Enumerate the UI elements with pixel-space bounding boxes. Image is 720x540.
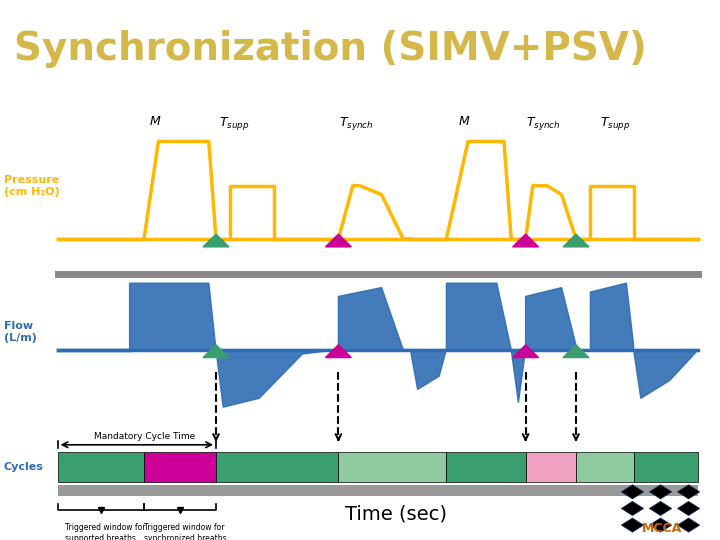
Bar bbox=[576, 453, 634, 482]
Text: MCCA: MCCA bbox=[642, 522, 683, 535]
Text: $T_{supp}$: $T_{supp}$ bbox=[219, 115, 249, 132]
Text: M: M bbox=[150, 115, 160, 128]
Polygon shape bbox=[203, 234, 229, 247]
Text: Time (sec): Time (sec) bbox=[345, 504, 447, 523]
Polygon shape bbox=[216, 349, 338, 407]
Text: Pressure
(cm H₂O): Pressure (cm H₂O) bbox=[4, 175, 59, 197]
Polygon shape bbox=[621, 501, 644, 516]
Polygon shape bbox=[526, 288, 576, 349]
Polygon shape bbox=[513, 345, 539, 357]
Polygon shape bbox=[649, 501, 672, 516]
Bar bbox=[634, 453, 698, 482]
Polygon shape bbox=[325, 234, 351, 247]
Polygon shape bbox=[511, 349, 526, 403]
Polygon shape bbox=[130, 283, 216, 349]
Polygon shape bbox=[621, 518, 644, 532]
Text: Mandatory Cycle Time: Mandatory Cycle Time bbox=[94, 433, 195, 442]
Polygon shape bbox=[325, 345, 351, 357]
Polygon shape bbox=[410, 349, 446, 389]
Text: $T_{supp}$: $T_{supp}$ bbox=[600, 115, 631, 132]
Polygon shape bbox=[446, 283, 511, 349]
Polygon shape bbox=[203, 345, 229, 357]
Polygon shape bbox=[338, 288, 410, 349]
Polygon shape bbox=[678, 485, 700, 499]
Text: Cycles: Cycles bbox=[4, 462, 43, 472]
Polygon shape bbox=[678, 501, 700, 516]
Text: Flow
(L/m): Flow (L/m) bbox=[4, 321, 37, 343]
Text: $T_{synch}$: $T_{synch}$ bbox=[526, 115, 561, 132]
Bar bbox=[216, 453, 338, 482]
Bar bbox=[58, 485, 698, 496]
Polygon shape bbox=[649, 485, 672, 499]
Text: Triggered window for
supported breaths: Triggered window for supported breaths bbox=[65, 523, 145, 540]
Polygon shape bbox=[513, 234, 539, 247]
Text: Synchronization (SIMV+PSV): Synchronization (SIMV+PSV) bbox=[14, 30, 647, 68]
Bar bbox=[144, 453, 216, 482]
Text: M: M bbox=[459, 115, 469, 128]
Text: $T_{synch}$: $T_{synch}$ bbox=[339, 115, 374, 132]
Polygon shape bbox=[590, 283, 634, 349]
Bar bbox=[58, 453, 144, 482]
Polygon shape bbox=[563, 234, 589, 247]
Polygon shape bbox=[649, 518, 672, 532]
Polygon shape bbox=[621, 485, 644, 499]
Bar bbox=[338, 453, 446, 482]
Polygon shape bbox=[634, 349, 698, 399]
Polygon shape bbox=[563, 345, 589, 357]
Bar bbox=[526, 453, 576, 482]
Polygon shape bbox=[678, 518, 700, 532]
Text: Triggered window for
synchronized breaths: Triggered window for synchronized breath… bbox=[144, 523, 227, 540]
Bar bbox=[446, 453, 526, 482]
